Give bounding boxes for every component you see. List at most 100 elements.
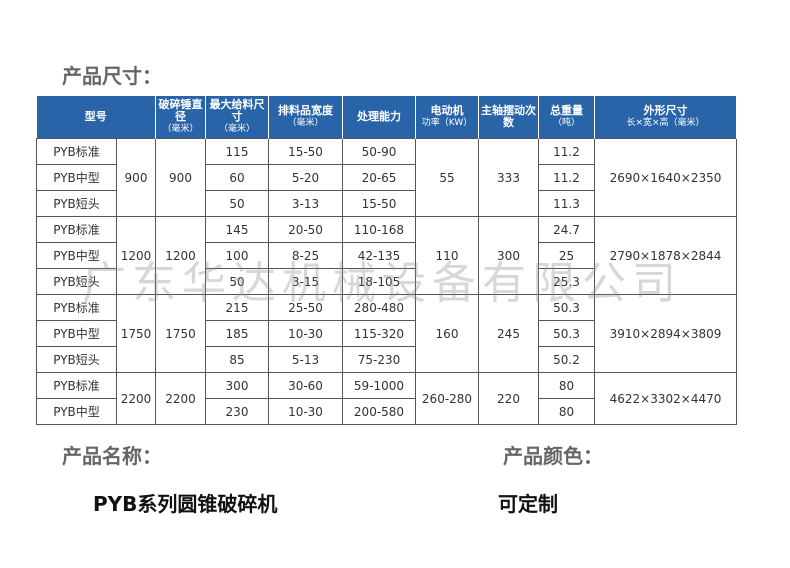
table-row: PYB标准 1200 1200 145 20-50 110-168 110 300 24.7 27… bbox=[36, 216, 737, 295]
table-cell: 25-50 bbox=[268, 294, 343, 321]
table-cell: 200-580 bbox=[342, 398, 416, 425]
table-cell: PYB中型 bbox=[36, 164, 117, 191]
table-cell: 245 bbox=[478, 294, 539, 373]
table-cell: PYB中型 bbox=[36, 242, 117, 269]
table-cell: PYB标准 bbox=[36, 216, 117, 243]
table-cell: 1750 bbox=[116, 294, 156, 373]
product-color: 可定制 bbox=[498, 492, 558, 516]
table-row: PYB中型 185 10-30 115-320 50.3 bbox=[36, 320, 737, 347]
table-row: PYB标准 900 900 115 15-50 50-90 55 333 11.2 2690×16… bbox=[36, 138, 737, 217]
table-cell: 50.2 bbox=[538, 346, 595, 373]
table-cell: 300 bbox=[478, 216, 539, 295]
table-cell: 60 bbox=[205, 164, 269, 191]
table-cell: 50 bbox=[205, 190, 269, 217]
table-cell: 15-50 bbox=[268, 138, 343, 165]
table-cell: 55 bbox=[415, 138, 479, 217]
column-header: 处理能力 bbox=[342, 96, 416, 139]
table-cell: 50.3 bbox=[538, 320, 595, 347]
table-cell: 100 bbox=[205, 242, 269, 269]
table-cell: 85 bbox=[205, 346, 269, 373]
color-label: 产品颜色： bbox=[503, 444, 603, 468]
table-cell: 2690×1640×2350 bbox=[594, 138, 737, 217]
table-row: PYB中型 100 8-25 42-135 25 bbox=[36, 242, 737, 269]
table-cell: 15-50 bbox=[342, 190, 416, 217]
table-cell: 30-60 bbox=[268, 372, 343, 399]
table-cell: 20-50 bbox=[268, 216, 343, 243]
table-cell: 2200 bbox=[116, 372, 156, 425]
table-cell: 215 bbox=[205, 294, 269, 321]
table-row: PYB标准 2200 2200 300 30-60 59-1000 260-280 220 80… bbox=[36, 372, 737, 425]
table-row: PYB中型 60 5-20 20-65 11.2 bbox=[36, 164, 737, 191]
table-cell: 260-280 bbox=[415, 372, 479, 425]
table-cell: 3-13 bbox=[268, 190, 343, 217]
table-cell: 5-20 bbox=[268, 164, 343, 191]
table-cell: 2790×1878×2844 bbox=[594, 216, 737, 295]
table-cell: 115 bbox=[205, 138, 269, 165]
table-cell: 900 bbox=[155, 138, 206, 217]
table-cell: 2200 bbox=[155, 372, 206, 425]
column-header: 排料品宽度 （毫米） bbox=[268, 96, 343, 139]
column-header: 型号 bbox=[36, 96, 156, 139]
table-cell: 25.3 bbox=[538, 268, 595, 295]
table-cell: 300 bbox=[205, 372, 269, 399]
table-cell: 1200 bbox=[155, 216, 206, 295]
table-cell: 900 bbox=[116, 138, 156, 217]
column-header: 外形尺寸 长×宽×高（毫米） bbox=[594, 96, 737, 139]
spec-table: 型号 破碎锤直径 （毫米） 最大给料尺寸 （毫米） 排料品宽度 （毫米） 处理能力 电动机 功率（… bbox=[36, 96, 737, 425]
column-header: 破碎锤直径 （毫米） bbox=[155, 96, 206, 139]
product-name: PYB系列圆锥破碎机 bbox=[93, 492, 278, 516]
table-cell: 3910×2894×3809 bbox=[594, 294, 737, 373]
table-cell: 75-230 bbox=[342, 346, 416, 373]
table-cell: 25 bbox=[538, 242, 595, 269]
table-cell: 1750 bbox=[155, 294, 206, 373]
table-cell: 220 bbox=[478, 372, 539, 425]
column-header: 总重量 （吨） bbox=[538, 96, 595, 139]
column-header: 最大给料尺寸 （毫米） bbox=[205, 96, 269, 139]
table-cell: 42-135 bbox=[342, 242, 416, 269]
table-cell: 24.7 bbox=[538, 216, 595, 243]
table-cell: 4622×3302×4470 bbox=[594, 372, 737, 425]
table-cell: 8-25 bbox=[268, 242, 343, 269]
table-cell: 80 bbox=[538, 398, 595, 425]
section-title: 产品尺寸： bbox=[62, 64, 162, 88]
column-header: 电动机 功率（KW） bbox=[415, 96, 479, 139]
table-cell: 110 bbox=[415, 216, 479, 295]
table-row: PYB标准 1750 1750 215 25-50 280-480 160 245 50.3 39… bbox=[36, 294, 737, 373]
table-row: PYB短头 50 3-15 18-105 25.3 bbox=[36, 268, 737, 295]
table-cell: 80 bbox=[538, 372, 595, 399]
table-cell: 1200 bbox=[116, 216, 156, 295]
table-cell: 50-90 bbox=[342, 138, 416, 165]
column-header: 主轴摆动次数 bbox=[478, 96, 539, 139]
table-cell: PYB标准 bbox=[36, 294, 117, 321]
table-row: PYB短头 85 5-13 75-230 50.2 bbox=[36, 346, 737, 373]
table-cell: 59-1000 bbox=[342, 372, 416, 399]
table-cell: PYB短头 bbox=[36, 346, 117, 373]
table-cell: 18-105 bbox=[342, 268, 416, 295]
table-cell: 20-65 bbox=[342, 164, 416, 191]
table-cell: 230 bbox=[205, 398, 269, 425]
table-row: PYB中型 230 10-30 200-580 80 bbox=[36, 398, 737, 425]
name-label: 产品名称： bbox=[62, 444, 162, 468]
table-cell: 11.2 bbox=[538, 138, 595, 165]
table-cell: 50 bbox=[205, 268, 269, 295]
table-cell: 10-30 bbox=[268, 398, 343, 425]
table-cell: 115-320 bbox=[342, 320, 416, 347]
table-cell: 11.3 bbox=[538, 190, 595, 217]
table-cell: 11.2 bbox=[538, 164, 595, 191]
table-cell: 280-480 bbox=[342, 294, 416, 321]
table-cell: 160 bbox=[415, 294, 479, 373]
table-cell: 5-13 bbox=[268, 346, 343, 373]
table-cell: PYB标准 bbox=[36, 372, 117, 399]
table-cell: PYB标准 bbox=[36, 138, 117, 165]
table-cell: 110-168 bbox=[342, 216, 416, 243]
table-cell: PYB中型 bbox=[36, 398, 117, 425]
table-cell: 333 bbox=[478, 138, 539, 217]
table-cell: PYB短头 bbox=[36, 268, 117, 295]
table-cell: 10-30 bbox=[268, 320, 343, 347]
table-cell: 3-15 bbox=[268, 268, 343, 295]
table-cell: 145 bbox=[205, 216, 269, 243]
table-cell: PYB短头 bbox=[36, 190, 117, 217]
table-cell: 50.3 bbox=[538, 294, 595, 321]
table-cell: 185 bbox=[205, 320, 269, 347]
table-row: PYB短头 50 3-13 15-50 11.3 bbox=[36, 190, 737, 217]
